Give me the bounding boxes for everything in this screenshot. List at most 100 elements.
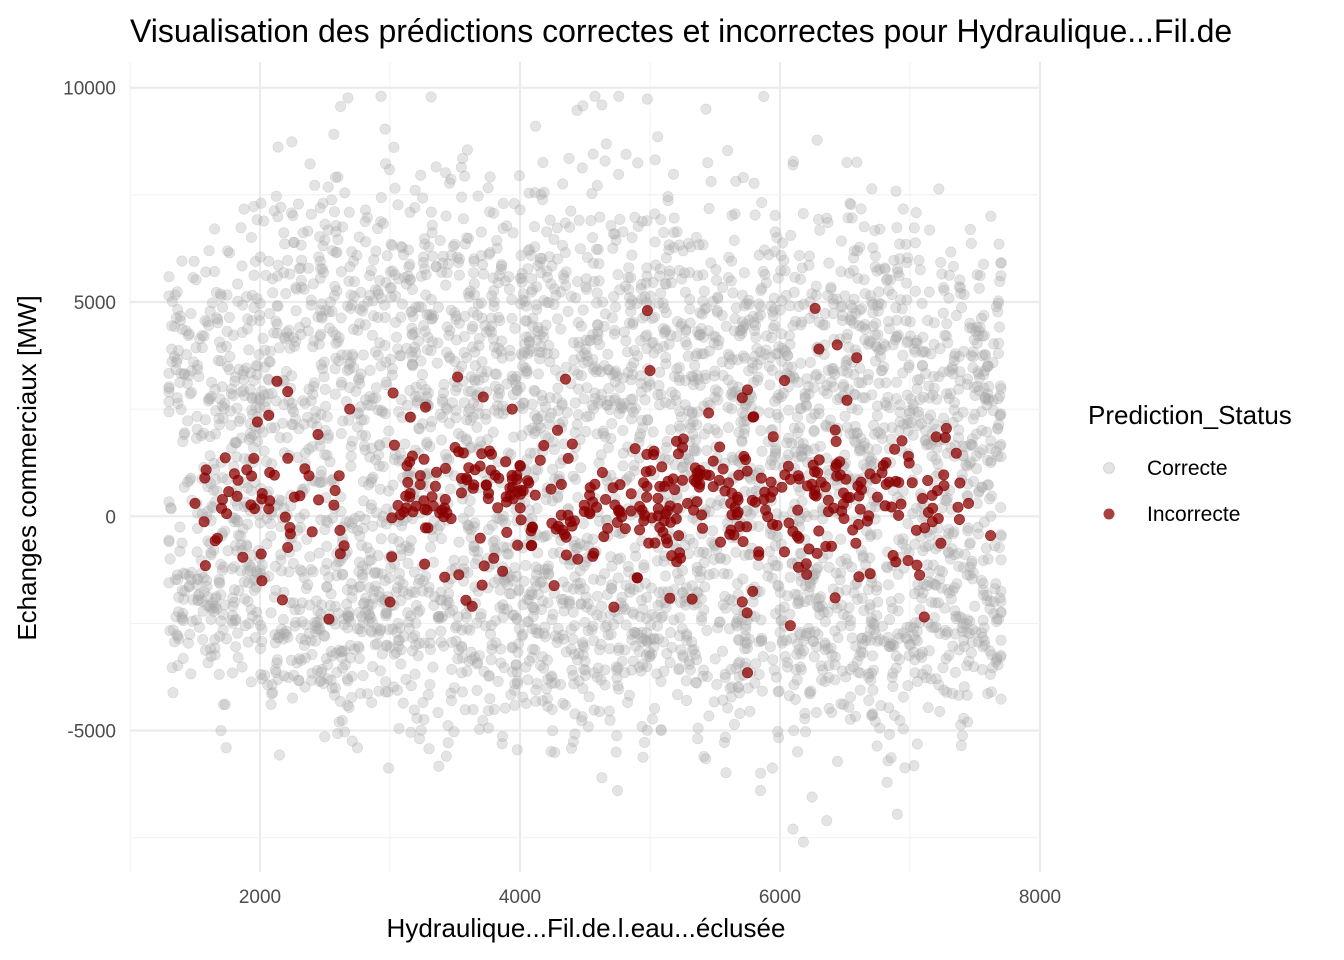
point-correcte [387, 479, 399, 491]
point-correcte [462, 406, 474, 418]
point-correcte [467, 704, 479, 716]
point-correcte [606, 312, 618, 324]
point-incorrecte [323, 613, 335, 625]
point-correcte [315, 465, 327, 477]
point-correcte [210, 591, 222, 603]
point-correcte [767, 654, 779, 666]
point-correcte [293, 263, 305, 275]
point-incorrecte [686, 593, 698, 605]
point-correcte [547, 463, 559, 475]
point-correcte [568, 337, 580, 349]
point-correcte [972, 368, 984, 380]
point-correcte [498, 662, 510, 674]
point-correcte [232, 627, 244, 639]
point-correcte [827, 381, 839, 393]
point-correcte [296, 565, 308, 577]
point-correcte [849, 710, 861, 722]
point-incorrecte [792, 504, 804, 516]
point-correcte [386, 363, 398, 375]
point-correcte [258, 445, 270, 457]
point-correcte [713, 335, 725, 347]
point-correcte [475, 226, 487, 238]
point-correcte [681, 634, 693, 646]
point-correcte [475, 608, 487, 620]
point-correcte [798, 298, 810, 310]
point-correcte [591, 180, 603, 192]
point-correcte [484, 171, 496, 183]
point-correcte [702, 157, 714, 169]
point-incorrecte [237, 551, 249, 563]
point-correcte [170, 611, 182, 623]
point-correcte [680, 675, 692, 687]
point-correcte [353, 372, 365, 384]
point-correcte [391, 331, 403, 343]
point-correcte [641, 343, 653, 355]
point-correcte [303, 627, 315, 639]
point-correcte [248, 269, 260, 281]
point-correcte [921, 439, 933, 451]
point-incorrecte [935, 537, 947, 549]
point-correcte [758, 244, 770, 256]
point-correcte [201, 316, 213, 328]
point-correcte [967, 573, 979, 585]
point-correcte [703, 345, 715, 357]
point-correcte [863, 694, 875, 706]
point-correcte [259, 361, 271, 373]
point-incorrecte [654, 521, 666, 533]
point-correcte [578, 663, 590, 675]
point-incorrecte [831, 339, 843, 351]
point-correcte [757, 265, 769, 277]
point-correcte [711, 678, 723, 690]
point-correcte [858, 221, 870, 233]
point-correcte [569, 728, 581, 740]
point-correcte [415, 724, 427, 736]
point-correcte [620, 335, 632, 347]
point-correcte [547, 608, 559, 620]
point-incorrecte [613, 504, 625, 516]
point-correcte [568, 364, 580, 376]
point-correcte [377, 218, 389, 230]
point-correcte [639, 394, 651, 406]
point-correcte [769, 246, 781, 258]
point-correcte [743, 549, 755, 561]
point-correcte [683, 405, 695, 417]
point-incorrecte [555, 478, 567, 490]
point-correcte [536, 389, 548, 401]
point-incorrecte [474, 460, 486, 472]
point-correcte [296, 254, 308, 266]
point-correcte [812, 561, 824, 573]
point-correcte [795, 357, 807, 369]
point-correcte [452, 653, 464, 665]
point-correcte [865, 290, 877, 302]
point-incorrecte [926, 516, 938, 528]
point-correcte [924, 392, 936, 404]
point-correcte [541, 265, 553, 277]
point-correcte [224, 350, 236, 362]
point-correcte [166, 343, 178, 355]
point-correcte [619, 667, 631, 679]
point-correcte [422, 689, 434, 701]
point-correcte [871, 528, 883, 540]
point-incorrecte [419, 558, 431, 570]
point-correcte [186, 566, 198, 578]
point-correcte [436, 594, 448, 606]
point-correcte [265, 607, 277, 619]
point-correcte [845, 299, 857, 311]
point-correcte [775, 250, 787, 262]
point-correcte [912, 420, 924, 432]
point-correcte [894, 416, 906, 428]
point-correcte [277, 613, 289, 625]
point-correcte [624, 317, 636, 329]
point-correcte [230, 437, 242, 449]
point-correcte [587, 353, 599, 365]
point-correcte [457, 152, 469, 164]
point-correcte [516, 268, 528, 280]
point-correcte [831, 755, 843, 767]
point-incorrecte [962, 497, 974, 509]
point-incorrecte [584, 482, 596, 494]
point-correcte [855, 646, 867, 658]
point-incorrecte [545, 483, 557, 495]
point-correcte [343, 610, 355, 622]
point-correcte [329, 600, 341, 612]
point-correcte [773, 580, 785, 592]
